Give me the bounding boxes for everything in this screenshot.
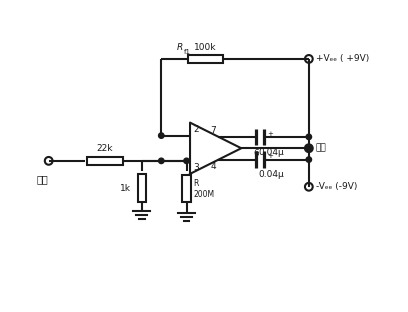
Text: 4: 4 [211, 162, 216, 171]
Text: 6: 6 [253, 149, 259, 158]
Text: f1: f1 [184, 49, 191, 55]
Text: 100k: 100k [194, 43, 217, 52]
Text: R: R [177, 43, 183, 52]
Text: 7: 7 [210, 126, 216, 135]
Text: +: + [267, 131, 273, 137]
Text: +Vₑₑ ( +9V): +Vₑₑ ( +9V) [316, 54, 369, 63]
Text: 0.04μ: 0.04μ [258, 170, 284, 179]
Circle shape [184, 158, 189, 163]
Text: 22k: 22k [97, 144, 113, 153]
Text: 3: 3 [193, 163, 199, 172]
Text: R
200M: R 200M [193, 179, 214, 198]
Circle shape [306, 145, 312, 151]
Text: 0.04μ: 0.04μ [258, 148, 284, 157]
Bar [137, 174, 146, 202]
Text: 2: 2 [193, 125, 199, 134]
Bar [86, 157, 124, 165]
Text: -Vₑₑ (-9V): -Vₑₑ (-9V) [316, 182, 357, 191]
Circle shape [306, 134, 312, 139]
Circle shape [306, 157, 312, 162]
Text: +: + [267, 154, 273, 159]
Circle shape [159, 133, 164, 138]
Circle shape [159, 158, 164, 163]
Bar [188, 55, 224, 63]
Bar [182, 175, 191, 202]
Text: 1k: 1k [120, 183, 131, 193]
Text: 输入: 输入 [37, 174, 49, 184]
Text: 输出: 输出 [316, 144, 326, 153]
